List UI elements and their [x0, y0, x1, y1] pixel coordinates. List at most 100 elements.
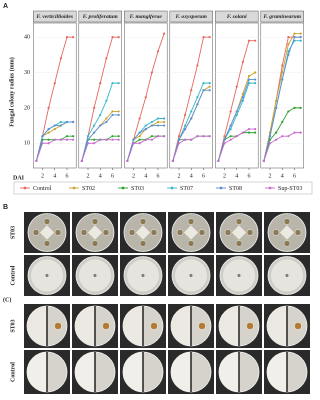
point: [293, 36, 296, 39]
point: [117, 113, 120, 117]
point: [287, 43, 290, 46]
disc: [102, 322, 110, 330]
colony: [231, 225, 247, 240]
y-tick-label: 20: [24, 105, 30, 111]
point: [150, 138, 153, 141]
point: [72, 36, 75, 39]
disc: [139, 218, 147, 225]
x-tick-label: 4: [190, 173, 193, 179]
y-tick-label: 30: [24, 70, 30, 76]
point: [156, 50, 160, 53]
point: [65, 138, 69, 141]
point: [41, 142, 44, 145]
facet-strip: [33, 10, 77, 23]
point: [163, 117, 166, 120]
point: [144, 96, 147, 99]
point: [156, 124, 160, 127]
point: [287, 135, 290, 138]
legend-marker: [23, 186, 27, 190]
point: [202, 82, 205, 85]
point: [117, 36, 120, 39]
point: [93, 131, 96, 134]
point: [235, 85, 238, 88]
point: [35, 159, 38, 163]
point: [293, 32, 296, 35]
facet-strip: [215, 10, 259, 23]
point: [105, 120, 108, 124]
legend-box: [13, 181, 313, 195]
plug: [237, 274, 241, 277]
point: [229, 124, 232, 127]
point: [281, 120, 284, 124]
y-tick-label: 40: [24, 35, 30, 41]
disc: [294, 322, 302, 330]
colony: [267, 306, 287, 346]
row-label: ST03: [10, 226, 16, 239]
point: [196, 96, 199, 99]
point: [299, 39, 302, 42]
colony: [183, 225, 199, 240]
legend-label: ST07: [180, 186, 193, 192]
y-axis-label: Fungal colony radius (mm): [8, 57, 15, 127]
point: [184, 127, 187, 131]
x-tick-label: 2: [132, 173, 135, 179]
facet-title: F. solani: [227, 14, 247, 20]
facet-strip: [124, 10, 168, 23]
facet-title: F. mangiferae: [130, 14, 163, 20]
point: [65, 36, 69, 39]
point: [254, 71, 257, 74]
point: [190, 110, 193, 113]
point: [138, 138, 141, 141]
point: [275, 106, 278, 109]
point: [93, 138, 96, 141]
x-tick-label: 6: [202, 173, 205, 179]
point: [241, 131, 244, 134]
disc: [198, 229, 206, 236]
point: [247, 39, 251, 42]
point: [247, 127, 251, 131]
row-label: Control: [10, 362, 16, 382]
point: [105, 57, 108, 60]
disc: [224, 229, 232, 236]
point: [223, 138, 226, 141]
legend-marker: [219, 186, 223, 190]
point: [229, 127, 232, 131]
point: [111, 113, 114, 117]
colony: [279, 225, 295, 240]
point: [126, 159, 129, 163]
point: [223, 142, 226, 145]
point: [281, 135, 284, 138]
colony: [219, 352, 239, 392]
disc: [80, 229, 88, 236]
x-tick-label: 4: [281, 173, 284, 179]
point: [117, 110, 120, 113]
disc: [150, 322, 158, 330]
point: [163, 120, 166, 124]
point: [208, 36, 211, 39]
point: [156, 135, 160, 138]
point: [184, 113, 187, 117]
x-tick-label: 2: [41, 173, 44, 179]
facet-strip: [260, 10, 304, 23]
point: [59, 124, 62, 127]
point: [247, 74, 251, 78]
point: [254, 131, 257, 134]
point: [208, 135, 211, 138]
point: [293, 131, 296, 134]
point: [299, 36, 302, 39]
disc: [32, 229, 40, 236]
point: [202, 36, 205, 39]
colony: [123, 306, 143, 346]
point: [208, 85, 211, 88]
panel-label: A: [3, 3, 8, 10]
point: [117, 82, 120, 85]
x-tick-label: 6: [248, 173, 251, 179]
point: [111, 110, 114, 113]
point: [190, 89, 193, 92]
point: [105, 117, 108, 120]
point: [281, 71, 284, 74]
point: [202, 89, 205, 92]
colony: [267, 352, 287, 392]
point: [281, 64, 284, 67]
